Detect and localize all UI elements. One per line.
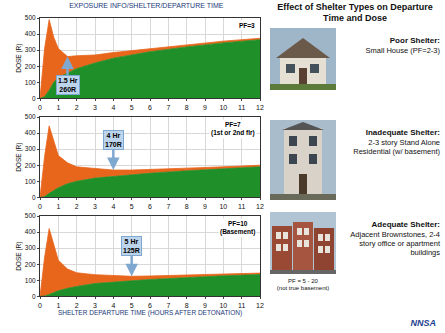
svg-text:12: 12 (256, 104, 264, 111)
svg-text:500: 500 (25, 113, 36, 120)
svg-text:100: 100 (25, 277, 36, 284)
svg-text:6: 6 (148, 302, 152, 309)
svg-text:11: 11 (238, 302, 245, 309)
svg-text:5 Hr125R: 5 Hr125R (123, 238, 140, 254)
html-text:Inadequate Shelter:: Inadequate Shelter: (365, 128, 440, 137)
html-text:PF = 5 - 20 (not true basement: PF = 5 - 20 (not true basement) (276, 278, 330, 291)
svg-text:200: 200 (25, 162, 36, 169)
svg-text:10: 10 (219, 104, 227, 111)
svg-text:DOSE (R): DOSE (R) (15, 143, 23, 172)
svg-text:PF=10(Basement): PF=10(Basement) (220, 220, 255, 236)
svg-text:3: 3 (93, 203, 97, 210)
svg-text:4: 4 (111, 104, 115, 111)
svg-text:8: 8 (185, 203, 189, 210)
svg-text:2: 2 (75, 203, 79, 210)
html-text:2-3 story Stand Alone Resident: 2-3 story Stand Alone Residential (w/ ba… (353, 138, 440, 156)
svg-text:12: 12 (256, 302, 264, 309)
svg-text:2: 2 (75, 302, 79, 309)
html-text:Adequate Shelter:: Adequate Shelter: (371, 220, 440, 229)
svg-text:12: 12 (256, 203, 264, 210)
svg-text:5: 5 (130, 302, 134, 309)
svg-text:300: 300 (25, 145, 36, 152)
svg-text:2: 2 (75, 104, 79, 111)
svg-text:7: 7 (166, 302, 170, 309)
svg-text:300: 300 (25, 46, 36, 53)
svg-text:6: 6 (148, 203, 152, 210)
svg-text:11: 11 (238, 203, 245, 210)
svg-text:400: 400 (25, 129, 36, 136)
svg-text:0: 0 (38, 203, 42, 210)
html-text:NNSA: NNSA (410, 318, 436, 328)
svg-text:10: 10 (219, 302, 227, 309)
svg-text:3: 3 (93, 104, 97, 111)
html-text:Poor Shelter:: Poor Shelter: (389, 36, 440, 45)
svg-text:DOSE (R): DOSE (R) (15, 44, 23, 73)
svg-text:5: 5 (130, 203, 134, 210)
svg-text:EXPOSURE INFO/SHELTER/DEPARTUR: EXPOSURE INFO/SHELTER/DEPARTURE TIME (69, 2, 224, 9)
html-text:Small House (PF=2-3): Small House (PF=2-3) (365, 46, 440, 55)
svg-text:11: 11 (238, 104, 245, 111)
svg-text:1: 1 (56, 302, 60, 309)
svg-text:SHELTER DEPARTURE TIME (HOURS: SHELTER DEPARTURE TIME (HOURS AFTER DETO… (58, 309, 242, 317)
svg-text:DOSE (R): DOSE (R) (15, 242, 23, 271)
html-text:Adjacent Brownstones, 2-4 stor: Adjacent Brownstones, 2-4 story office o… (350, 230, 440, 257)
svg-text:500: 500 (25, 14, 36, 21)
svg-text:100: 100 (25, 79, 36, 86)
svg-text:9: 9 (203, 302, 207, 309)
svg-text:6: 6 (148, 104, 152, 111)
svg-text:PF=3: PF=3 (239, 22, 255, 29)
svg-text:1: 1 (56, 104, 60, 111)
svg-text:4: 4 (111, 203, 115, 210)
svg-text:0: 0 (32, 95, 36, 102)
svg-text:1: 1 (56, 203, 60, 210)
svg-text:500: 500 (25, 212, 36, 219)
svg-text:4: 4 (111, 302, 115, 309)
svg-text:PF=7(1st or 2nd flr): PF=7(1st or 2nd flr) (211, 121, 255, 137)
svg-text:10: 10 (219, 203, 227, 210)
svg-text:8: 8 (185, 302, 189, 309)
svg-text:3: 3 (93, 302, 97, 309)
svg-text:8: 8 (185, 104, 189, 111)
svg-text:100: 100 (25, 178, 36, 185)
svg-text:400: 400 (25, 30, 36, 37)
svg-text:4 Hr170R: 4 Hr170R (105, 132, 122, 148)
svg-text:300: 300 (25, 244, 36, 251)
svg-text:1.5 Hr260R: 1.5 Hr260R (58, 77, 78, 93)
svg-text:7: 7 (166, 104, 170, 111)
svg-text:9: 9 (203, 203, 207, 210)
svg-text:400: 400 (25, 228, 36, 235)
svg-text:200: 200 (25, 261, 36, 268)
svg-text:0: 0 (32, 293, 36, 300)
svg-text:0: 0 (32, 194, 36, 201)
svg-text:9: 9 (203, 104, 207, 111)
svg-text:0: 0 (38, 104, 42, 111)
svg-text:7: 7 (166, 203, 170, 210)
svg-text:200: 200 (25, 62, 36, 69)
html-text:Effect of Shelter Types on Dep: Effect of Shelter Types on Departure Tim… (277, 2, 433, 23)
svg-text:5: 5 (130, 104, 134, 111)
svg-text:0: 0 (38, 302, 42, 309)
